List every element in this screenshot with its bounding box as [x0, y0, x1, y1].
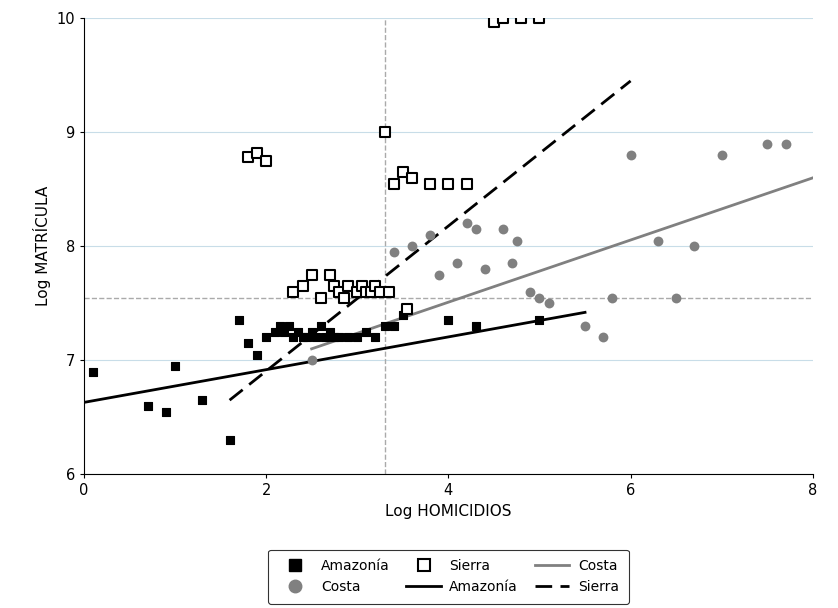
Point: [651, 236, 665, 246]
Point: [442, 179, 455, 188]
Legend: Amazonía, Costa, Sierra, Amazonía, Costa, Sierra: Amazonía, Costa, Sierra, Amazonía, Costa…: [268, 550, 628, 604]
Point: [141, 401, 154, 411]
Point: [195, 395, 209, 405]
Point: [341, 282, 354, 291]
Point: [406, 173, 419, 183]
Point: [251, 148, 264, 157]
Point: [606, 292, 619, 302]
Point: [406, 241, 419, 251]
Point: [241, 338, 255, 348]
Point: [328, 282, 341, 291]
Point: [510, 236, 524, 246]
Point: [273, 321, 287, 331]
Point: [260, 156, 273, 165]
Point: [396, 167, 410, 177]
Point: [423, 179, 437, 188]
Point: [292, 327, 305, 337]
Point: [287, 287, 300, 297]
Point: [460, 179, 473, 188]
Point: [241, 153, 255, 162]
Point: [597, 333, 610, 342]
Point: [341, 333, 354, 342]
Point: [323, 327, 337, 337]
Point: [337, 292, 350, 302]
Point: [396, 310, 410, 320]
Point: [496, 13, 510, 23]
Point: [623, 150, 637, 160]
Point: [460, 219, 473, 229]
Point: [314, 321, 328, 331]
Point: [300, 333, 313, 342]
Point: [369, 333, 382, 342]
Point: [277, 327, 291, 337]
Point: [350, 287, 364, 297]
Point: [578, 321, 592, 331]
Point: [688, 241, 701, 251]
Point: [355, 282, 369, 291]
Point: [287, 333, 300, 342]
Point: [305, 355, 318, 365]
Point: [451, 258, 464, 268]
Point: [305, 270, 318, 280]
Point: [505, 258, 519, 268]
Point: [515, 13, 528, 23]
Point: [318, 333, 332, 342]
Point: [373, 287, 386, 297]
Point: [487, 17, 500, 27]
Point: [469, 224, 483, 234]
Point: [360, 287, 373, 297]
Point: [779, 139, 792, 148]
Y-axis label: Log MATRÍCULA: Log MATRÍCULA: [33, 186, 50, 306]
Point: [369, 282, 382, 291]
Point: [478, 264, 492, 274]
Point: [260, 333, 273, 342]
Point: [533, 292, 546, 302]
Point: [670, 292, 683, 302]
Point: [442, 316, 455, 325]
Point: [496, 224, 510, 234]
Point: [382, 287, 396, 297]
Point: [524, 287, 537, 297]
Point: [232, 316, 246, 325]
Point: [387, 179, 401, 188]
Point: [168, 361, 182, 371]
Point: [309, 333, 323, 342]
Point: [423, 230, 437, 240]
Point: [314, 292, 328, 302]
Point: [401, 304, 414, 314]
X-axis label: Log HOMICIDIOS: Log HOMICIDIOS: [385, 504, 511, 519]
Point: [542, 299, 556, 308]
Point: [432, 270, 446, 280]
Point: [360, 327, 373, 337]
Point: [761, 139, 774, 148]
Point: [328, 333, 341, 342]
Point: [323, 270, 337, 280]
Point: [387, 321, 401, 331]
Point: [378, 128, 391, 137]
Point: [365, 287, 378, 297]
Point: [159, 407, 173, 416]
Point: [533, 13, 546, 23]
Point: [715, 150, 728, 160]
Point: [251, 350, 264, 359]
Point: [332, 287, 346, 297]
Point: [282, 321, 296, 331]
Point: [533, 316, 546, 325]
Point: [469, 321, 483, 331]
Point: [387, 247, 401, 257]
Point: [86, 367, 100, 376]
Point: [268, 327, 282, 337]
Point: [296, 333, 309, 342]
Point: [296, 282, 309, 291]
Point: [350, 333, 364, 342]
Point: [305, 327, 318, 337]
Point: [332, 333, 346, 342]
Point: [378, 321, 391, 331]
Point: [223, 435, 236, 445]
